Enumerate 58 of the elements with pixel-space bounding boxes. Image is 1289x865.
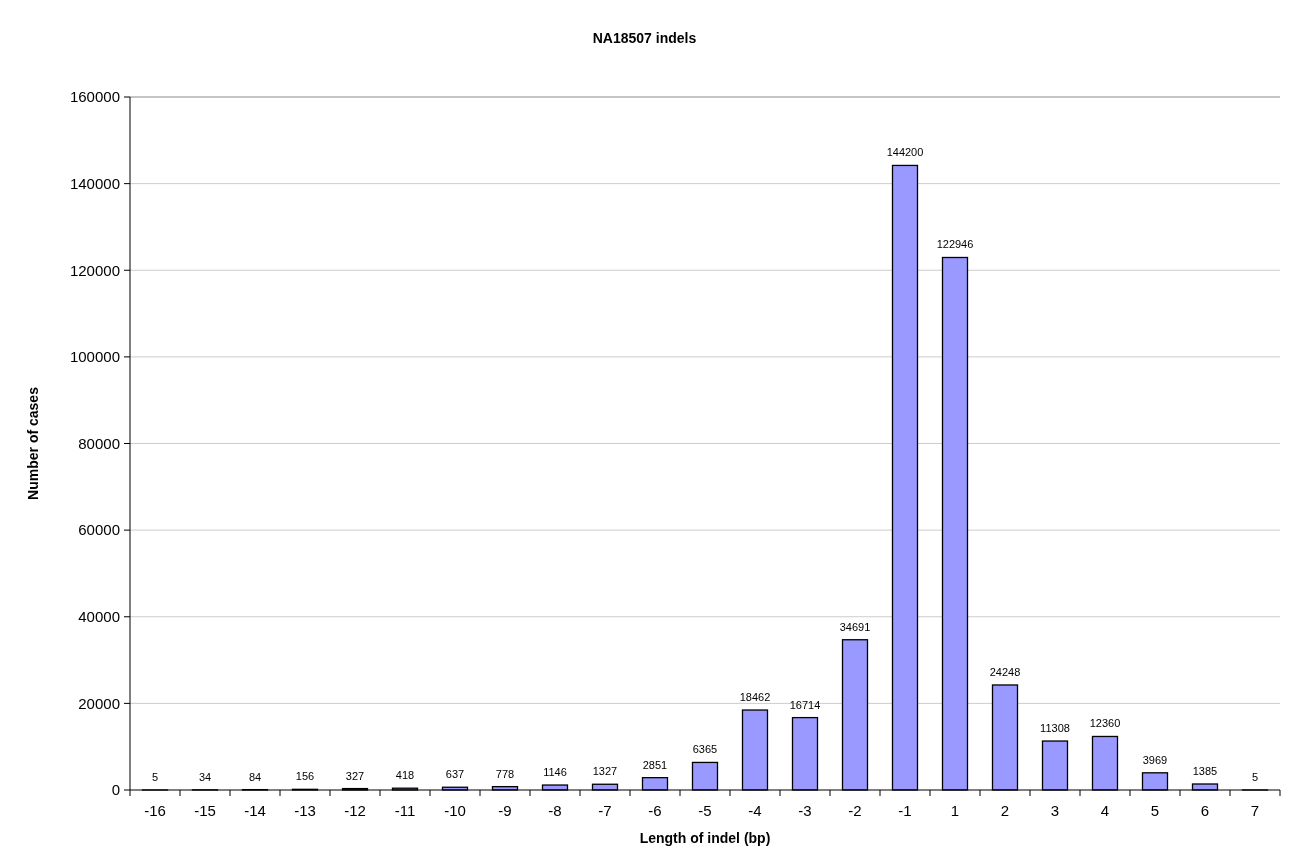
x-tick-label: 7 bbox=[1250, 802, 1260, 819]
data-label: 3969 bbox=[1142, 753, 1168, 766]
data-label: 5 bbox=[151, 770, 159, 783]
x-tick-label: -5 bbox=[698, 802, 712, 819]
y-tick-label: 80000 bbox=[78, 434, 120, 452]
data-label: 1146 bbox=[543, 766, 567, 779]
data-label: 637 bbox=[445, 768, 465, 781]
chart-title: NA18507 indels bbox=[592, 30, 697, 46]
data-label: 144200 bbox=[886, 146, 924, 159]
x-tick-label: -15 bbox=[194, 802, 216, 819]
x-tick-label: -12 bbox=[344, 802, 366, 819]
x-tick-label: -13 bbox=[294, 802, 316, 819]
x-tick-label: -3 bbox=[798, 802, 812, 819]
y-tick-label: 100000 bbox=[69, 348, 120, 366]
data-label: 156 bbox=[295, 770, 315, 783]
y-tick-label: 40000 bbox=[78, 608, 120, 625]
x-tick-label: -4 bbox=[748, 802, 762, 819]
data-label: 778 bbox=[495, 767, 515, 780]
y-tick-label: 120000 bbox=[69, 261, 120, 279]
data-label: 6365 bbox=[692, 743, 718, 756]
x-tick-label: -6 bbox=[648, 802, 662, 819]
x-tick-label: -7 bbox=[598, 802, 612, 819]
data-label: 84 bbox=[248, 770, 262, 783]
x-tick-label: 2 bbox=[1000, 802, 1010, 819]
data-label: 5 bbox=[1251, 770, 1259, 783]
data-label: 1327 bbox=[592, 765, 618, 778]
x-tick-label: 1 bbox=[950, 802, 960, 819]
x-tick-label: -16 bbox=[144, 802, 166, 819]
data-label: 327 bbox=[345, 769, 365, 782]
data-label: 11308 bbox=[1040, 722, 1070, 735]
x-tick-label: -8 bbox=[548, 802, 562, 819]
data-label: 12360 bbox=[1089, 717, 1121, 730]
x-tick-label: -9 bbox=[498, 802, 512, 819]
x-tick-label: -14 bbox=[244, 802, 266, 819]
data-label: 16714 bbox=[789, 698, 821, 711]
x-tick-label: -11 bbox=[394, 802, 416, 819]
data-label: 34 bbox=[198, 770, 212, 783]
data-label: 34691 bbox=[839, 620, 871, 633]
y-tick-label: 160000 bbox=[69, 88, 120, 106]
x-axis-title: Length of indel (bp) bbox=[639, 830, 771, 846]
y-tick-label: 0 bbox=[111, 781, 120, 799]
x-tick-label: -1 bbox=[898, 802, 912, 819]
x-tick-label: -2 bbox=[848, 802, 862, 819]
data-label: 18462 bbox=[739, 691, 771, 704]
data-label: 1385 bbox=[1192, 765, 1218, 777]
data-label: 418 bbox=[395, 769, 415, 782]
y-tick-label: 140000 bbox=[69, 174, 120, 192]
y-axis-title: Number of cases bbox=[25, 386, 41, 500]
y-tick-label: 20000 bbox=[78, 694, 120, 712]
x-tick-label: 6 bbox=[1200, 802, 1210, 819]
data-label: 122946 bbox=[936, 238, 974, 251]
data-label: 24248 bbox=[989, 665, 1021, 678]
x-tick-label: 3 bbox=[1050, 802, 1060, 819]
x-tick-label: -10 bbox=[444, 802, 466, 819]
x-tick-label: 5 bbox=[1150, 802, 1160, 819]
x-tick-label: 4 bbox=[1100, 802, 1110, 819]
y-tick-label: 60000 bbox=[78, 521, 120, 539]
data-label: 2851 bbox=[642, 758, 668, 771]
